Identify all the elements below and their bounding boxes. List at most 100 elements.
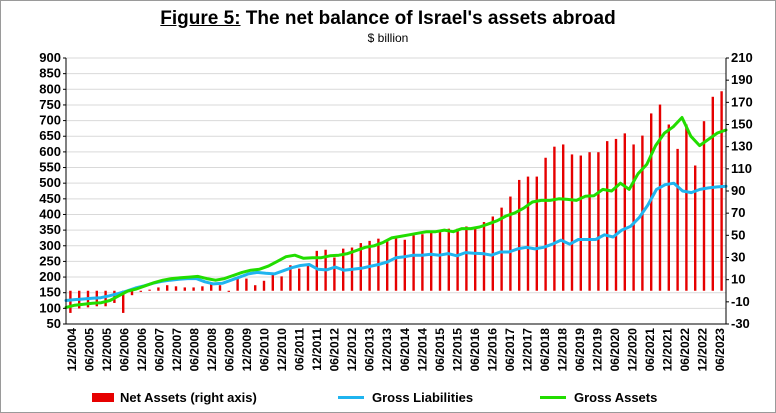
net-assets-bar bbox=[535, 176, 538, 291]
x-tick-label: 06/2018 bbox=[538, 328, 552, 372]
net-assets-bar bbox=[518, 179, 521, 291]
legend-swatch-assets bbox=[540, 395, 566, 399]
net-assets-bar bbox=[438, 230, 442, 291]
net-assets-bar bbox=[69, 290, 72, 313]
net-assets-bar bbox=[394, 236, 398, 291]
right-tick-label: 70 bbox=[731, 205, 745, 220]
left-tick-label: 400 bbox=[39, 206, 61, 221]
right-tick-label: 170 bbox=[731, 94, 753, 109]
x-tick-label: 12/2010 bbox=[275, 328, 289, 372]
net-assets-bar bbox=[157, 287, 160, 291]
right-tick-label: 90 bbox=[731, 183, 745, 198]
net-assets-bar bbox=[174, 286, 178, 291]
x-tick-label: 12/2013 bbox=[380, 328, 394, 372]
left-tick-label: 250 bbox=[39, 253, 61, 268]
x-tick-label: 06/2005 bbox=[83, 328, 97, 372]
chart-unit-label: $ billion bbox=[367, 31, 409, 45]
x-tick-label: 12/2011 bbox=[310, 328, 324, 371]
net-assets-bar bbox=[298, 268, 301, 291]
x-tick-label: 06/2009 bbox=[223, 328, 237, 372]
net-assets-bar bbox=[271, 274, 274, 291]
x-tick-label: 06/2023 bbox=[713, 328, 727, 372]
net-assets-bar bbox=[289, 265, 292, 291]
net-assets-bar bbox=[562, 144, 565, 291]
right-axis-ticks: 210 190 170 150 130 110 90 70 50 30 10 -10 -30 bbox=[726, 50, 753, 331]
left-tick-label: 500 bbox=[39, 175, 61, 190]
left-tick-label: 600 bbox=[39, 144, 61, 159]
net-assets-bar bbox=[254, 285, 257, 291]
net-assets-bar bbox=[553, 146, 556, 291]
left-axis-ticks: 9008508007507006506005505004504003503002… bbox=[39, 50, 66, 331]
legend-item-gross-assets: Gross Assets bbox=[540, 389, 657, 405]
x-tick-label: 06/2015 bbox=[433, 328, 447, 372]
chart-title: Figure 5: The net balance of Israel's as… bbox=[0, 8, 776, 30]
net-assets-bar bbox=[509, 196, 512, 291]
net-assets-bar bbox=[474, 228, 477, 291]
net-assets-bar bbox=[694, 165, 697, 291]
left-tick-label: 200 bbox=[39, 269, 61, 284]
net-assets-bar bbox=[139, 290, 142, 292]
net-assets-bar bbox=[421, 234, 424, 291]
net-assets-bar bbox=[667, 124, 670, 291]
net-assets-bar bbox=[456, 228, 459, 291]
net-assets-bar bbox=[526, 176, 530, 291]
net-assets-bar bbox=[623, 133, 626, 291]
left-tick-label: 750 bbox=[39, 97, 61, 112]
legend-label-net-assets: Net Assets (right axis) bbox=[120, 389, 257, 405]
x-tick-label: 06/2011 bbox=[293, 328, 307, 371]
x-tick-label: 06/2006 bbox=[118, 328, 132, 372]
net-assets-bar bbox=[614, 138, 618, 291]
net-assets-bar bbox=[236, 277, 239, 291]
left-tick-label: 100 bbox=[39, 300, 61, 315]
right-tick-label: 150 bbox=[731, 117, 753, 132]
net-assets-bar bbox=[245, 278, 248, 291]
net-assets-bar bbox=[720, 91, 723, 291]
x-tick-label: 06/2013 bbox=[363, 328, 377, 372]
net-assets-bar bbox=[227, 290, 230, 292]
net-assets-bar bbox=[183, 287, 186, 291]
net-assets-bar bbox=[482, 222, 486, 291]
x-tick-label: 12/2017 bbox=[520, 328, 534, 372]
x-tick-label: 12/2018 bbox=[555, 328, 569, 372]
left-tick-label: 900 bbox=[39, 50, 61, 65]
net-assets-bar bbox=[280, 276, 283, 291]
figure-title: The net balance of Israel's assets abroa… bbox=[240, 8, 616, 29]
net-assets-bar bbox=[403, 239, 406, 291]
x-tick-label: 12/2004 bbox=[65, 328, 79, 372]
gross-lines bbox=[64, 116, 728, 309]
x-tick-label: 06/2008 bbox=[188, 328, 202, 372]
net-assets-bar bbox=[465, 226, 468, 291]
left-tick-label: 550 bbox=[39, 160, 61, 175]
legend-swatch-bar bbox=[92, 392, 114, 402]
net-assets-bar bbox=[333, 257, 336, 291]
net-assets-bar bbox=[262, 280, 266, 291]
net-assets-bar bbox=[412, 235, 415, 291]
x-tick-label: 12/2009 bbox=[240, 328, 254, 372]
net-assets-bar bbox=[210, 282, 213, 291]
left-tick-label: 350 bbox=[39, 222, 61, 237]
net-assets-bar bbox=[306, 265, 310, 291]
net-assets-bar bbox=[579, 155, 582, 291]
x-tick-label: 06/2007 bbox=[153, 328, 167, 372]
net-assets-bar bbox=[632, 144, 635, 291]
net-assets-bar bbox=[702, 121, 706, 291]
x-tick-label: 12/2012 bbox=[345, 328, 359, 372]
x-tick-label: 12/2007 bbox=[170, 328, 184, 372]
net-assets-bar bbox=[447, 228, 450, 291]
figure-number: Figure 5: bbox=[160, 8, 241, 29]
x-axis-ticks: 12/2004 06/2005 12/2005 06/2006 12/2006 06/20… bbox=[65, 328, 727, 372]
gross-assets-line bbox=[64, 116, 728, 309]
right-tick-label: 130 bbox=[731, 139, 753, 154]
x-tick-label: 06/2019 bbox=[573, 328, 587, 372]
net-assets-bar bbox=[192, 287, 195, 291]
net-assets-bar bbox=[658, 104, 662, 291]
x-tick-label: 12/2020 bbox=[625, 328, 639, 372]
left-tick-label: 800 bbox=[39, 81, 61, 96]
net-assets-bar bbox=[685, 124, 688, 291]
left-tick-label: 700 bbox=[39, 113, 61, 128]
net-assets-bar bbox=[201, 286, 204, 291]
x-tick-label: 06/2020 bbox=[608, 328, 622, 372]
right-tick-label: 30 bbox=[731, 250, 745, 265]
right-tick-label: 210 bbox=[731, 50, 753, 65]
